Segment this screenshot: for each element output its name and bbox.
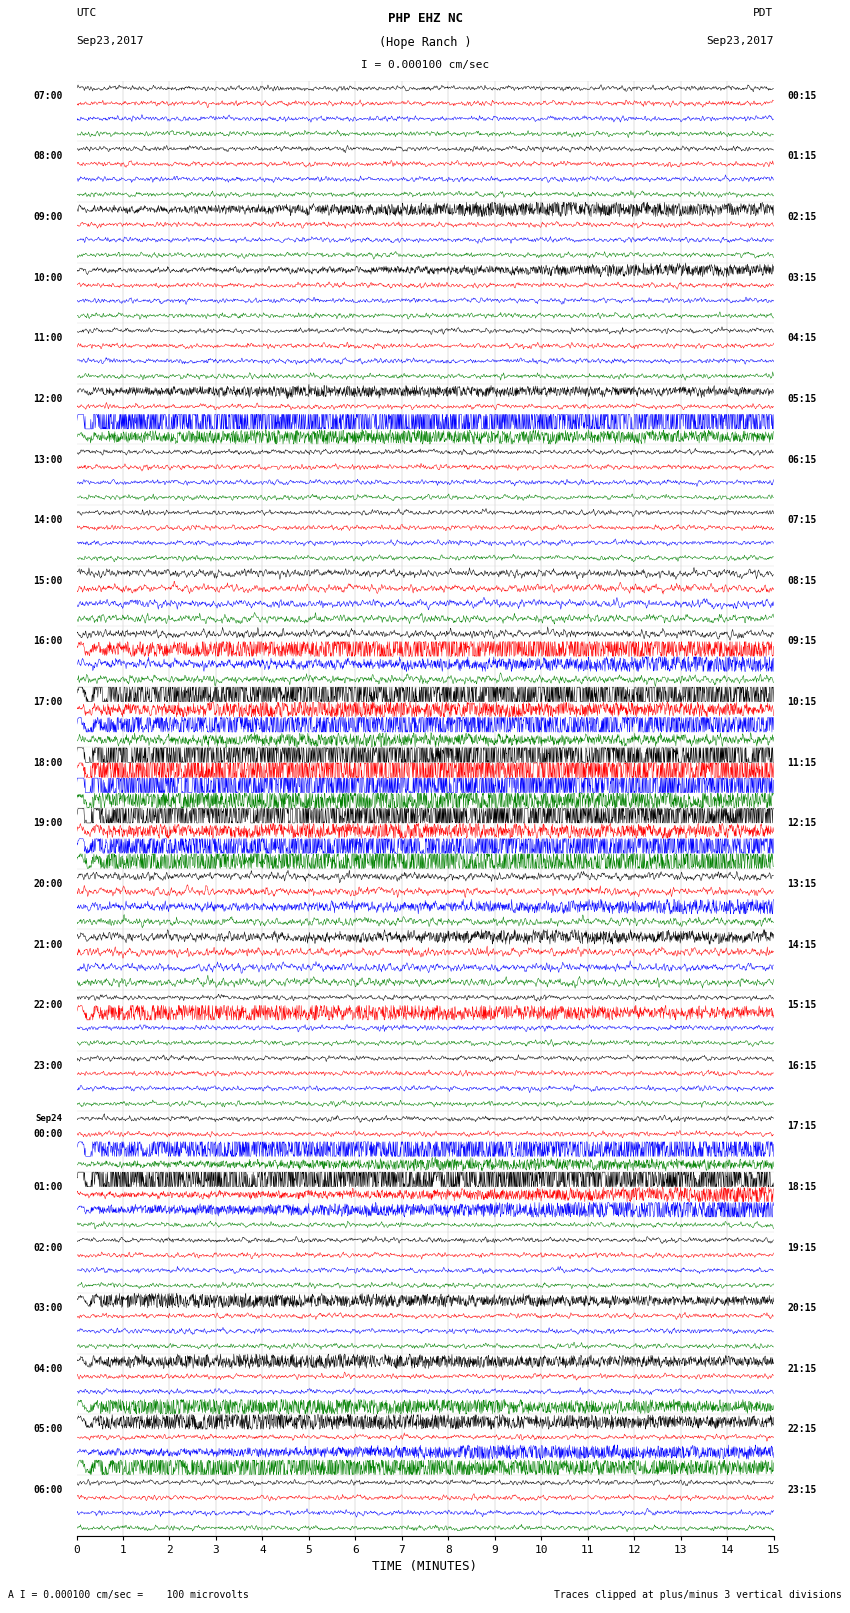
Text: A I = 0.000100 cm/sec =    100 microvolts: A I = 0.000100 cm/sec = 100 microvolts bbox=[8, 1590, 249, 1600]
Text: (Hope Ranch ): (Hope Ranch ) bbox=[379, 37, 471, 50]
Text: 19:15: 19:15 bbox=[787, 1242, 817, 1253]
Text: 20:15: 20:15 bbox=[787, 1303, 817, 1313]
Text: PHP EHZ NC: PHP EHZ NC bbox=[388, 11, 462, 26]
Text: 12:00: 12:00 bbox=[33, 394, 63, 403]
Text: 09:15: 09:15 bbox=[787, 637, 817, 647]
Text: 08:15: 08:15 bbox=[787, 576, 817, 586]
Text: 15:15: 15:15 bbox=[787, 1000, 817, 1010]
Text: 13:15: 13:15 bbox=[787, 879, 817, 889]
Text: Sep23,2017: Sep23,2017 bbox=[76, 37, 144, 47]
Text: 14:15: 14:15 bbox=[787, 939, 817, 950]
Text: 05:00: 05:00 bbox=[33, 1424, 63, 1434]
Text: 04:00: 04:00 bbox=[33, 1365, 63, 1374]
Text: 10:00: 10:00 bbox=[33, 273, 63, 282]
Text: 02:15: 02:15 bbox=[787, 211, 817, 223]
Text: PDT: PDT bbox=[753, 8, 774, 18]
Text: 03:00: 03:00 bbox=[33, 1303, 63, 1313]
Text: 21:00: 21:00 bbox=[33, 939, 63, 950]
Text: 09:00: 09:00 bbox=[33, 211, 63, 223]
Text: 16:00: 16:00 bbox=[33, 637, 63, 647]
Text: 23:15: 23:15 bbox=[787, 1486, 817, 1495]
Text: 07:15: 07:15 bbox=[787, 515, 817, 526]
Text: 03:15: 03:15 bbox=[787, 273, 817, 282]
Text: I = 0.000100 cm/sec: I = 0.000100 cm/sec bbox=[361, 60, 489, 71]
X-axis label: TIME (MINUTES): TIME (MINUTES) bbox=[372, 1560, 478, 1573]
Text: 18:00: 18:00 bbox=[33, 758, 63, 768]
Text: 19:00: 19:00 bbox=[33, 818, 63, 827]
Text: 14:00: 14:00 bbox=[33, 515, 63, 526]
Text: Traces clipped at plus/minus 3 vertical divisions: Traces clipped at plus/minus 3 vertical … bbox=[553, 1590, 842, 1600]
Text: 00:00: 00:00 bbox=[33, 1129, 63, 1139]
Text: 11:00: 11:00 bbox=[33, 334, 63, 344]
Text: 01:15: 01:15 bbox=[787, 152, 817, 161]
Text: 00:15: 00:15 bbox=[787, 90, 817, 100]
Text: 12:15: 12:15 bbox=[787, 818, 817, 827]
Text: 15:00: 15:00 bbox=[33, 576, 63, 586]
Text: 17:00: 17:00 bbox=[33, 697, 63, 706]
Text: Sep23,2017: Sep23,2017 bbox=[706, 37, 774, 47]
Text: 11:15: 11:15 bbox=[787, 758, 817, 768]
Text: 02:00: 02:00 bbox=[33, 1242, 63, 1253]
Text: 13:00: 13:00 bbox=[33, 455, 63, 465]
Text: 05:15: 05:15 bbox=[787, 394, 817, 403]
Text: 23:00: 23:00 bbox=[33, 1061, 63, 1071]
Text: 06:00: 06:00 bbox=[33, 1486, 63, 1495]
Text: 17:15: 17:15 bbox=[787, 1121, 817, 1131]
Text: 16:15: 16:15 bbox=[787, 1061, 817, 1071]
Text: 20:00: 20:00 bbox=[33, 879, 63, 889]
Text: 08:00: 08:00 bbox=[33, 152, 63, 161]
Text: UTC: UTC bbox=[76, 8, 97, 18]
Text: 18:15: 18:15 bbox=[787, 1182, 817, 1192]
Text: 22:15: 22:15 bbox=[787, 1424, 817, 1434]
Text: 07:00: 07:00 bbox=[33, 90, 63, 100]
Text: 04:15: 04:15 bbox=[787, 334, 817, 344]
Text: 10:15: 10:15 bbox=[787, 697, 817, 706]
Text: 06:15: 06:15 bbox=[787, 455, 817, 465]
Text: 21:15: 21:15 bbox=[787, 1365, 817, 1374]
Text: 22:00: 22:00 bbox=[33, 1000, 63, 1010]
Text: 01:00: 01:00 bbox=[33, 1182, 63, 1192]
Text: Sep24: Sep24 bbox=[36, 1115, 63, 1123]
